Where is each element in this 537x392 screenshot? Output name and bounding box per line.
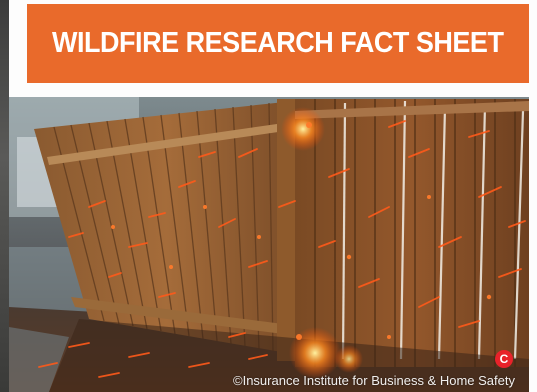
right-fence-panel	[295, 99, 529, 367]
left-fence-panel	[34, 99, 299, 361]
left-edge-strip	[0, 0, 9, 392]
ember-streaks	[38, 120, 526, 378]
fence-ember-photo: C ©Insurance Institute for Business & Ho…	[9, 97, 529, 392]
page-title: WILDFIRE RESEARCH FACT SHEET	[52, 27, 504, 59]
header-banner: WILDFIRE RESEARCH FACT SHEET	[27, 4, 529, 83]
copyright-badge: C	[495, 350, 513, 368]
photo-credit: ©Insurance Institute for Business & Home…	[233, 373, 515, 388]
photo-illustration	[9, 97, 529, 392]
